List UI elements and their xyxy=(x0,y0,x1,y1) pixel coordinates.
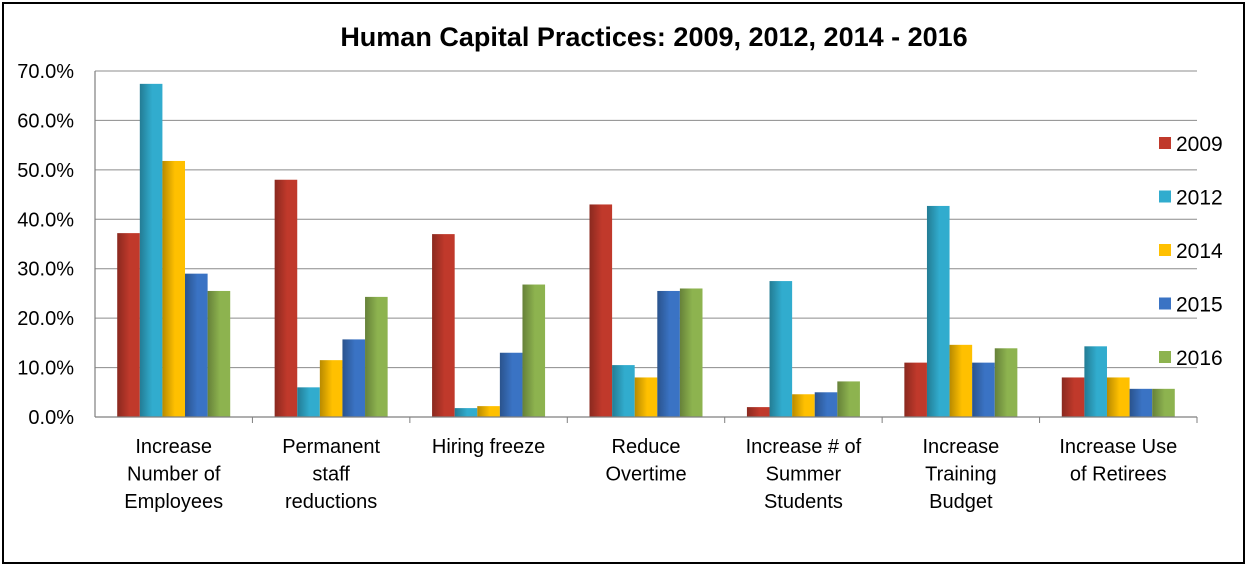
bar-2015-7 xyxy=(1129,388,1153,417)
bar-2012-6 xyxy=(926,205,950,417)
bar-2016-7 xyxy=(1152,388,1175,417)
bar-2014-4 xyxy=(634,377,658,417)
legend-swatch xyxy=(1159,244,1171,256)
category-label: Increase Training Budget xyxy=(922,436,999,513)
category-label: Hiring freeze xyxy=(432,436,545,458)
y-tick-label: 0.0% xyxy=(28,407,74,429)
bar-2009-2 xyxy=(274,179,298,417)
bar-2012-3 xyxy=(454,408,478,417)
category-label: Increase # of Summer Students xyxy=(746,436,862,513)
legend-swatch xyxy=(1159,190,1171,203)
bar-2015-3 xyxy=(499,352,523,417)
bar-2009-4 xyxy=(589,204,613,417)
bar-2014-3 xyxy=(477,406,500,417)
bar-2012-5 xyxy=(769,281,793,417)
category-label: Increase Number of Employees xyxy=(124,436,223,513)
y-tick-label: 10.0% xyxy=(17,358,74,380)
bar-2015-2 xyxy=(342,339,366,417)
legend-label: 2014 xyxy=(1176,240,1223,263)
y-tick-label: 70.0% xyxy=(17,61,74,83)
legend-item-2012: 2012 xyxy=(1159,187,1223,210)
legend-label: 2015 xyxy=(1176,294,1223,317)
legend-label: 2016 xyxy=(1176,347,1223,370)
y-axis-ticks: 0.0% 10.0% 20.0% 30.0% 40.0% 50.0% 60.0% 70.0% xyxy=(17,61,74,429)
category-labels: Increase Number of Employees Permanent staff… xyxy=(124,436,1177,513)
bar-2014-2 xyxy=(319,360,343,417)
bar-2009-1 xyxy=(117,233,140,417)
bar-2014-5 xyxy=(792,394,815,417)
bar-2016-5 xyxy=(837,381,860,417)
bar-2009-7 xyxy=(1061,377,1085,417)
bar-2012-4 xyxy=(612,365,635,417)
bar-2015-5 xyxy=(814,392,838,417)
legend-item-2014: 2014 xyxy=(1159,240,1223,263)
y-tick-label: 40.0% xyxy=(17,209,74,231)
category-label: Reduce Overtime xyxy=(605,436,686,486)
legend-label: 2012 xyxy=(1176,187,1223,210)
gridlines xyxy=(95,70,1197,369)
category-label: Increase Use of Retirees xyxy=(1059,436,1177,486)
bar-2016-4 xyxy=(679,288,703,417)
legend-item-2009: 2009 xyxy=(1159,133,1223,156)
bar-2016-1 xyxy=(207,290,231,417)
x-axis xyxy=(94,71,1198,423)
bar-2014-6 xyxy=(949,344,973,417)
bar-2009-5 xyxy=(746,407,770,417)
legend-swatch xyxy=(1159,137,1171,149)
legend-item-2016: 2016 xyxy=(1159,347,1223,370)
bar-2014-7 xyxy=(1106,377,1130,417)
legend: 2009 2012 2014 2015 2016 xyxy=(1159,133,1223,370)
legend-label: 2009 xyxy=(1176,133,1223,156)
bar-2016-2 xyxy=(365,296,388,417)
y-tick-label: 60.0% xyxy=(17,110,74,132)
bar-2012-7 xyxy=(1084,346,1107,417)
bar-2014-1 xyxy=(162,160,186,417)
bar-2015-6 xyxy=(972,362,995,417)
y-tick-label: 20.0% xyxy=(17,308,74,330)
legend-item-2015: 2015 xyxy=(1159,294,1223,317)
bar-2016-6 xyxy=(994,348,1018,417)
legend-swatch xyxy=(1159,297,1171,310)
bar-2015-1 xyxy=(185,273,208,417)
y-tick-label: 30.0% xyxy=(17,259,74,281)
bar-2015-4 xyxy=(657,290,680,417)
bar-2009-3 xyxy=(432,234,455,417)
bar-2012-1 xyxy=(139,83,163,417)
chart-title: Human Capital Practices: 2009, 2012, 201… xyxy=(340,22,967,52)
bar-2009-6 xyxy=(904,362,927,417)
bar-2012-2 xyxy=(297,387,320,417)
category-label: Permanent staff reductions xyxy=(282,436,380,513)
legend-swatch xyxy=(1159,351,1171,363)
y-tick-label: 50.0% xyxy=(17,160,74,182)
bar-2016-3 xyxy=(522,284,546,417)
bars xyxy=(117,83,1175,417)
